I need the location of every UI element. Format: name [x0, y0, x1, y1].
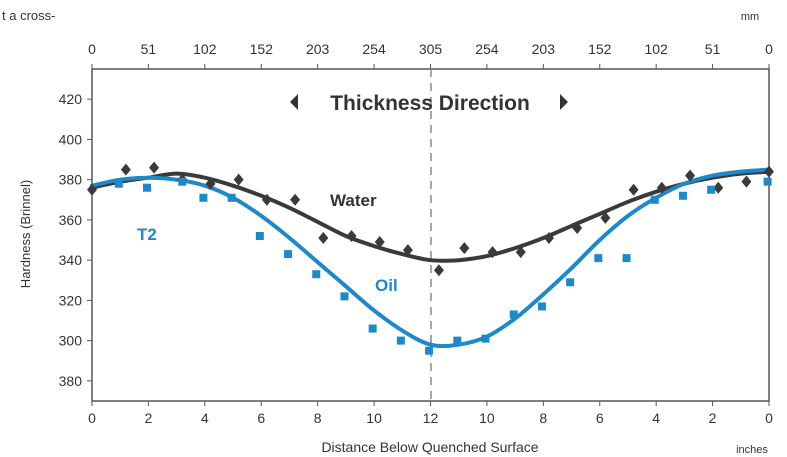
oil-point	[678, 191, 687, 200]
oil-point	[763, 177, 772, 186]
water-point	[87, 183, 97, 196]
x-tick-label: 6	[596, 410, 604, 426]
oil-point	[707, 185, 716, 194]
x-tick-label: 6	[257, 410, 265, 426]
oil-point	[199, 193, 208, 202]
t2-label: T2	[137, 225, 157, 244]
y-tick-label: 400	[59, 131, 83, 147]
oil-point	[594, 254, 603, 263]
y-tick-label: 320	[59, 292, 83, 308]
oil-point	[143, 183, 152, 192]
x-top-tick-label: 0	[765, 41, 773, 57]
oil-point	[368, 324, 377, 333]
y-tick-label: 300	[59, 333, 83, 349]
arrow-left-icon	[290, 94, 298, 110]
oil-point	[425, 346, 434, 355]
water-point	[374, 236, 385, 249]
x-tick-label: 2	[145, 410, 153, 426]
y-tick-label: 380	[59, 373, 83, 389]
oil-point	[340, 292, 349, 301]
water-point	[402, 244, 413, 257]
water-point	[261, 193, 272, 206]
x-tick-label: 2	[709, 410, 717, 426]
bottom-axis-unit: inches	[736, 444, 768, 456]
chart-title-group: Thickness Direction	[290, 92, 568, 115]
water-point	[290, 193, 301, 206]
water-point	[713, 181, 724, 194]
oil-point	[453, 336, 462, 345]
oil-point	[537, 302, 546, 311]
y-tick-label: 360	[59, 212, 83, 228]
water-point	[433, 264, 444, 277]
x-tick-label: 10	[366, 410, 382, 426]
water-point	[685, 169, 696, 182]
y-axis-title: Hardness (Brinnel)	[18, 180, 33, 288]
oil-point	[227, 193, 236, 202]
y-tick-label: 340	[59, 252, 83, 268]
water-point	[656, 181, 667, 194]
water-point	[543, 232, 554, 245]
data-points	[87, 161, 774, 355]
y-tick-label: 380	[59, 172, 83, 188]
water-label: Water	[330, 191, 377, 210]
water-point	[233, 173, 244, 186]
oil-point	[650, 195, 659, 204]
oil-point	[178, 177, 187, 186]
water-point	[600, 211, 611, 224]
top-axis-unit: mm	[741, 11, 759, 23]
x-top-tick-label: 152	[250, 41, 274, 57]
water-point	[149, 161, 160, 174]
axis-ticks: 3803003203403603804004200025141026152820…	[59, 41, 773, 426]
x-top-tick-label: 102	[644, 41, 668, 57]
x-tick-label: 8	[314, 410, 322, 426]
x-top-tick-label: 254	[362, 41, 386, 57]
oil-label: Oil	[375, 276, 398, 295]
oil-point	[622, 254, 631, 263]
x-tick-label: 4	[652, 410, 660, 426]
x-tick-label: 12	[423, 410, 439, 426]
water-point	[459, 242, 470, 255]
water-point	[487, 246, 498, 259]
x-top-tick-label: 254	[475, 41, 499, 57]
chart-title: Thickness Direction	[330, 92, 530, 115]
water-point	[572, 221, 583, 234]
water-point	[628, 183, 639, 196]
x-top-tick-label: 203	[532, 41, 556, 57]
water-point	[205, 177, 216, 190]
x-top-tick-label: 305	[419, 41, 443, 57]
oil-point	[312, 270, 321, 279]
x-top-tick-label: 0	[88, 41, 96, 57]
oil-point	[481, 334, 490, 343]
water-point	[741, 175, 752, 188]
x-tick-label: 4	[201, 410, 209, 426]
x-top-tick-label: 51	[141, 41, 157, 57]
oil-point	[255, 232, 264, 241]
water-point	[120, 163, 131, 176]
oil-point	[566, 278, 575, 287]
oil-point	[284, 250, 293, 259]
x-top-tick-label: 51	[705, 41, 721, 57]
oil-point	[509, 310, 518, 319]
x-tick-label: 0	[88, 410, 96, 426]
water-point	[764, 165, 774, 178]
oil-point	[396, 336, 405, 345]
x-axis-title: Distance Below Quenched Surface	[321, 439, 538, 455]
arrow-right-icon	[560, 94, 568, 110]
x-top-tick-label: 152	[588, 41, 612, 57]
oil-point	[114, 179, 123, 188]
water-curve	[90, 169, 771, 263]
water-point	[318, 232, 329, 245]
y-tick-label: 420	[59, 91, 83, 107]
x-top-tick-label: 203	[306, 41, 330, 57]
x-top-tick-label: 102	[193, 41, 217, 57]
caption-fragment: t a cross-	[2, 8, 55, 23]
water-point	[515, 246, 526, 259]
water-point	[346, 230, 357, 243]
x-tick-label: 8	[539, 410, 547, 426]
x-tick-label: 10	[479, 410, 495, 426]
x-tick-label: 0	[765, 410, 773, 426]
